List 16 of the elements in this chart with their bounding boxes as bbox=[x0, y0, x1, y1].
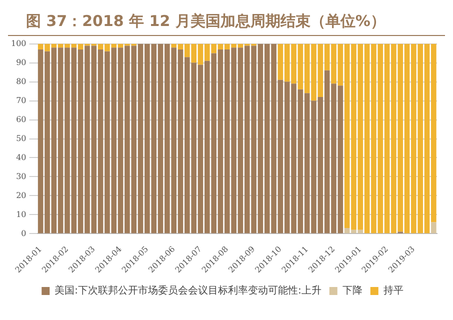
y-tick-label: 40 bbox=[16, 152, 26, 162]
y-tick-label: 80 bbox=[16, 76, 26, 86]
legend-label: 持平 bbox=[383, 284, 404, 297]
y-tick-label: 100 bbox=[10, 38, 26, 48]
bar bbox=[431, 222, 436, 234]
y-tick-label: 0 bbox=[21, 228, 26, 238]
y-tick-label: 60 bbox=[16, 114, 26, 124]
y-tick-label: 70 bbox=[16, 96, 26, 105]
y-tick-label: 30 bbox=[16, 172, 26, 181]
y-tick-label: 90 bbox=[16, 58, 26, 67]
chart-title: 图 37：2018 年 12 月美国加息周期结束（单位%） bbox=[8, 8, 445, 36]
y-tick-label: 20 bbox=[16, 190, 26, 200]
legend-label: 美国:下次联邦公开市场委员会会议目标利率变动可能性:上升 bbox=[54, 284, 322, 297]
y-tick-label: 10 bbox=[16, 210, 26, 219]
y-tick-label: 50 bbox=[16, 134, 26, 143]
legend-label: 下降 bbox=[342, 284, 362, 297]
